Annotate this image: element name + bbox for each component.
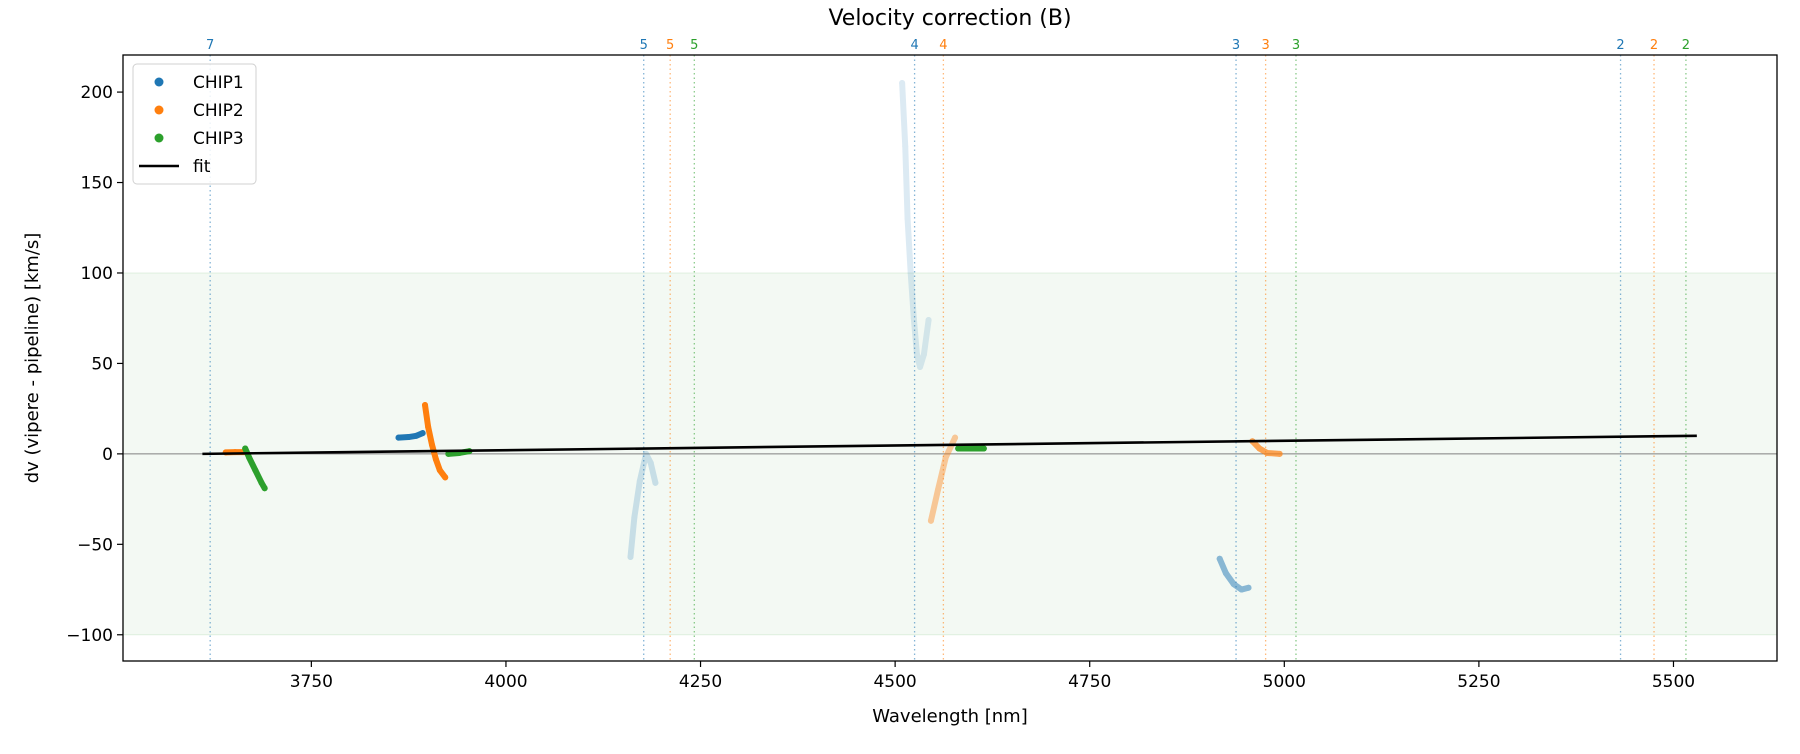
data-point	[921, 351, 927, 357]
x-tick-label: 5000	[1263, 672, 1306, 692]
order-label: 4	[939, 38, 947, 53]
data-point	[631, 514, 637, 520]
legend-label: CHIP1	[193, 73, 244, 93]
legend: CHIP1 CHIP2 CHIP3 fit	[133, 64, 256, 184]
data-point	[905, 216, 911, 222]
data-point	[1231, 581, 1237, 587]
order-label: 7	[206, 38, 214, 53]
y-tick-label: 0	[102, 445, 113, 465]
x-tick-label: 4000	[484, 672, 527, 692]
order-label: 5	[690, 38, 698, 53]
y-tick-label: −100	[66, 626, 113, 646]
y-tick-label: 50	[91, 354, 113, 374]
data-point	[1245, 585, 1251, 591]
data-segment-chip3	[955, 445, 987, 451]
x-tick-label: 4250	[679, 672, 722, 692]
data-point	[1223, 570, 1229, 576]
data-point	[652, 480, 658, 486]
legend-marker-chip1	[155, 78, 164, 87]
chart-title: Velocity correction (B)	[828, 6, 1071, 31]
y-tick-label: 200	[81, 83, 113, 103]
order-label: 5	[640, 38, 648, 53]
data-point	[637, 478, 643, 484]
data-point	[442, 474, 448, 480]
order-label: 4	[910, 38, 918, 53]
data-point	[911, 315, 917, 321]
data-point	[917, 364, 923, 370]
data-point	[908, 270, 914, 276]
data-point	[1264, 450, 1270, 456]
data-point	[406, 434, 412, 440]
x-axis-label: Wavelength [nm]	[872, 706, 1028, 727]
data-point	[943, 454, 949, 460]
data-point	[648, 460, 654, 466]
data-point	[955, 445, 961, 451]
order-label: 2	[1616, 38, 1624, 53]
data-point	[1256, 445, 1262, 451]
legend-marker-chip3	[155, 134, 164, 143]
data-point	[981, 445, 987, 451]
data-point	[433, 456, 439, 462]
data-point	[643, 451, 649, 457]
order-label: 3	[1261, 38, 1269, 53]
y-axis-label: dv (vipere - pipeline) [km/s]	[22, 233, 43, 484]
plot-area: 7 5 5 5 4 4 3 3 3 2 2 2 3750 4000 4250 4500 4750 5000 5250…	[66, 38, 1777, 692]
data-point	[899, 80, 905, 86]
data-point	[396, 435, 402, 441]
legend-marker-chip2	[155, 106, 164, 115]
y-tick-label: 100	[81, 264, 113, 284]
data-point	[429, 442, 435, 448]
x-tick-label: 4500	[873, 672, 916, 692]
data-point	[246, 454, 252, 460]
y-tick-label: 150	[81, 174, 113, 194]
data-point	[1277, 451, 1283, 457]
data-point	[1238, 587, 1244, 593]
legend-label: fit	[193, 157, 211, 177]
y-tick-label: −50	[77, 535, 113, 555]
data-point	[437, 467, 443, 473]
legend-label: CHIP3	[193, 129, 244, 149]
data-point	[1217, 556, 1223, 562]
data-point	[914, 351, 920, 357]
order-label: 2	[1682, 38, 1690, 53]
data-point	[968, 445, 974, 451]
data-point	[252, 467, 258, 473]
data-point	[902, 143, 908, 149]
data-point	[262, 485, 268, 491]
order-label: 3	[1292, 38, 1300, 53]
x-tick-label: 3750	[290, 672, 333, 692]
data-point	[926, 317, 932, 323]
order-label: 5	[666, 38, 674, 53]
data-point	[952, 435, 958, 441]
data-point	[627, 554, 633, 560]
data-point	[422, 402, 428, 408]
data-point	[935, 487, 941, 493]
x-tick-label: 4750	[1068, 672, 1111, 692]
data-point	[259, 480, 265, 486]
x-tick-label: 5250	[1457, 672, 1500, 692]
data-point	[413, 433, 419, 439]
order-label: 3	[1232, 38, 1240, 53]
legend-label: CHIP2	[193, 101, 244, 121]
data-point	[928, 518, 934, 524]
data-point	[242, 445, 248, 451]
data-point	[420, 430, 426, 436]
x-tick-label: 5500	[1652, 672, 1695, 692]
data-point	[425, 424, 431, 430]
order-label: 2	[1650, 38, 1658, 53]
